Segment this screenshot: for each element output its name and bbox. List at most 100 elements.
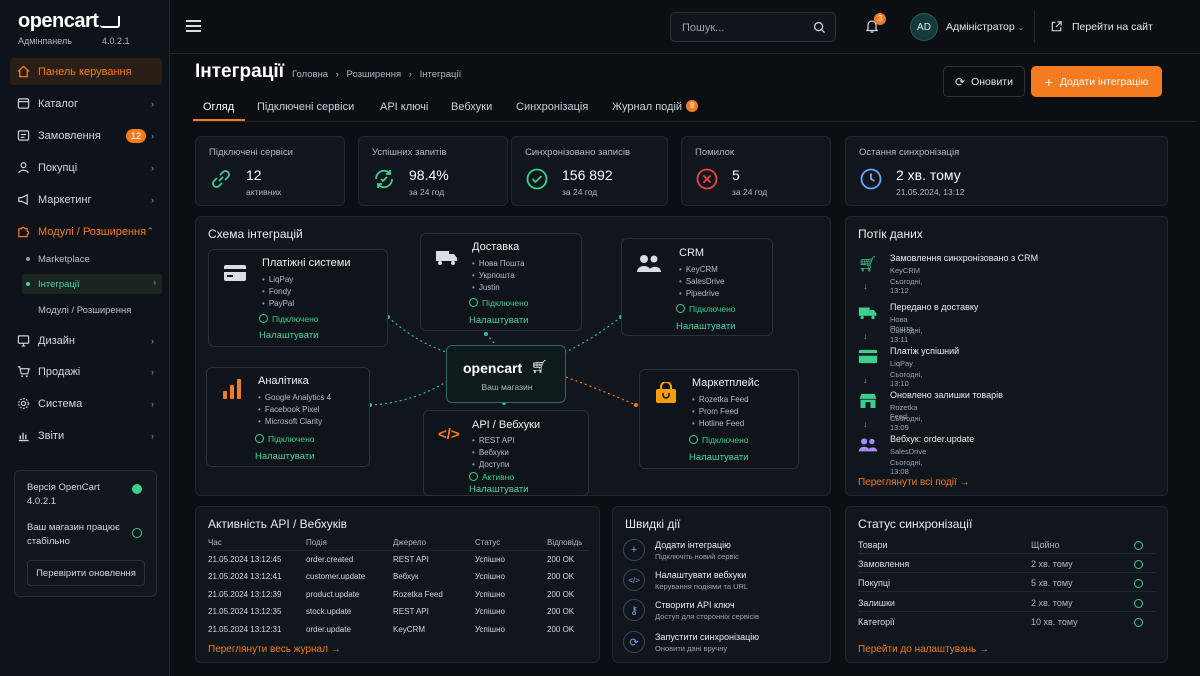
chevron-right-icon: › (153, 278, 156, 287)
breadcrumb-extensions[interactable]: Розширення (346, 69, 402, 80)
node-item: Hotline Feed (692, 419, 744, 428)
sidebar-item-dashboard[interactable]: Панель керування (10, 58, 162, 85)
divider (858, 553, 1156, 554)
node-payments[interactable]: Платіжні системи LiqPay Fondy PayPal Під… (208, 249, 388, 347)
code-icon: </> (438, 426, 460, 443)
search-icon[interactable] (813, 21, 826, 34)
sidebar-item-system[interactable]: Система › (10, 390, 162, 417)
sidebar-item-orders[interactable]: Замовлення 12 › (10, 122, 162, 149)
quick-action-api-key[interactable]: ⚷ Створити API ключ Доступ для сторонніх… (613, 598, 832, 626)
stat-card-last-sync: Остання синхронізація 2 хв. тому 21.05.2… (845, 136, 1168, 206)
chevron-down-icon: ⌄ (1017, 23, 1025, 32)
sidebar-item-catalog[interactable]: Каталог › (10, 90, 162, 117)
node-item: Microsoft Clarity (258, 417, 322, 426)
node-status: Активно (469, 471, 514, 482)
quick-action-sub: Оновити дані вручну (655, 644, 728, 653)
node-item: Укрпошта (472, 271, 515, 280)
version-value: 4.0.2.1 (27, 496, 57, 507)
activity-title: Активність API / Вебхуків (208, 517, 347, 531)
chevron-right-icon: › (151, 430, 154, 441)
quick-action-sync[interactable]: ⟳ Запустити синхронізацію Оновити дані в… (613, 630, 832, 658)
arrow-down-icon: ↓ (863, 281, 868, 291)
breadcrumb-home[interactable]: Головна (292, 69, 329, 80)
chevron-right-icon: › (151, 366, 154, 377)
bell-icon[interactable]: 3 (864, 13, 887, 37)
configure-link[interactable]: Налаштувати (689, 452, 749, 463)
api-activity-card: Активність API / Вебхуків Час Подія Джер… (195, 506, 600, 663)
refresh-icon: ⟳ (955, 74, 966, 89)
sidebar-item-design[interactable]: Дизайн › (10, 327, 162, 354)
chevron-right-icon: › (151, 98, 154, 109)
go-to-settings-link[interactable]: Перейти до налаштувань → (858, 644, 990, 655)
tab-webhooks[interactable]: Вебхуки (451, 101, 493, 113)
arrow-right-icon: → (979, 644, 990, 655)
quick-action-title: Запустити синхронізацію (655, 632, 760, 642)
quick-action-add[interactable]: + Додати інтеграцію Підключіть новий сер… (613, 538, 832, 566)
tab-api-keys[interactable]: API ключі (380, 101, 429, 113)
flow-item-title: Замовлення синхронізовано з CRM (890, 253, 1039, 263)
code-icon: </> (623, 569, 645, 591)
avatar[interactable]: AD (910, 13, 938, 41)
center-node-opencart[interactable]: opencart 🛒︎ Ваш магазин (446, 345, 566, 403)
visit-site-link[interactable]: Перейти на сайт (1050, 20, 1153, 33)
tab-overview[interactable]: Огляд (203, 101, 235, 113)
sidebar-sub-modules[interactable]: Модулі / Розширення (38, 304, 132, 316)
node-item: Prom Feed (692, 407, 739, 416)
node-analytics[interactable]: Аналітика Google Analytics 4 Facebook Pi… (206, 367, 370, 467)
check-icon (1134, 560, 1143, 569)
check-updates-button[interactable]: Перевірити оновлення (27, 560, 145, 586)
node-title: API / Вебхуки (472, 419, 541, 431)
flow-item-title: Передано в доставку (890, 302, 979, 312)
tab-log[interactable]: Журнал подій (612, 101, 683, 113)
view-log-link[interactable]: Переглянути весь журнал → (208, 644, 341, 655)
arrow-right-icon: → (959, 477, 970, 488)
configure-link[interactable]: Налаштувати (676, 321, 736, 332)
configure-link[interactable]: Налаштувати (255, 451, 315, 462)
node-api[interactable]: </> API / Вебхуки REST API Вебхуки Досту… (423, 410, 589, 496)
chevron-right-icon: › (151, 130, 154, 141)
cart-logo-icon (100, 15, 121, 28)
configure-link[interactable]: Налаштувати (259, 330, 319, 341)
sync-title: Статус синхронізації (858, 517, 973, 531)
node-crm[interactable]: CRM KeyCRM SalesDrive Pipedrive Підключе… (621, 238, 773, 336)
stat-value: 156 892 (562, 167, 613, 183)
link-icon (212, 170, 230, 188)
sidebar-item-reports[interactable]: Звіти › (10, 422, 162, 449)
sidebar-sub-marketplace[interactable]: Marketplace (22, 249, 162, 269)
brand-logo[interactable]: opencart (18, 10, 121, 33)
arrow-right-icon: → (330, 644, 341, 655)
tab-connected[interactable]: Підключені сервіси (257, 101, 355, 113)
search-input[interactable]: Пошук... (670, 12, 836, 42)
status-ok-icon (132, 528, 142, 538)
sidebar-sub-integrations[interactable]: Інтеграції › (22, 274, 162, 294)
integration-schema-card: Схема інтеграцій opencart 🛒︎ Ваш магазин… (195, 216, 831, 496)
sidebar-item-customers[interactable]: Покупці › (10, 154, 162, 181)
user-menu[interactable]: Адміністратор ⌄ (946, 21, 1025, 33)
node-delivery[interactable]: Доставка Нова Пошта Укрпошта Justin Підк… (420, 233, 582, 331)
node-item: PayPal (262, 299, 294, 308)
quick-action-title: Створити API ключ (655, 600, 735, 610)
add-integration-button[interactable]: + Додати інтеграцію (1031, 66, 1162, 97)
sidebar-item-extensions[interactable]: Модулі / Розширення ⌃ (10, 218, 162, 245)
orders-count-badge: 12 (126, 129, 147, 143)
configure-link[interactable]: Налаштувати (469, 315, 529, 326)
sidebar-item-sales[interactable]: Продажі › (10, 358, 162, 385)
tabs-divider (193, 121, 1196, 122)
view-all-events-link[interactable]: Переглянути всі події → (858, 477, 970, 488)
sidebar-item-label: Продажі (38, 365, 81, 378)
stat-label: Остання синхронізація (859, 147, 960, 158)
refresh-button[interactable]: ⟳ Оновити (943, 66, 1025, 97)
node-title: Аналітика (258, 375, 309, 387)
node-marketplace[interactable]: Маркетплейс Rozetka Feed Prom Feed Hotli… (639, 369, 799, 469)
sidebar-item-marketing[interactable]: Маркетинг › (10, 186, 162, 213)
node-title: Платіжні системи (262, 257, 351, 269)
configure-link[interactable]: Налаштувати (469, 484, 529, 495)
node-status: Підключено (259, 313, 319, 324)
page-title: Інтеграції (195, 61, 285, 82)
cart-logo-icon: 🛒︎ (531, 359, 548, 374)
menu-icon[interactable] (186, 20, 201, 32)
flow-item-time: Сьогодні, 13:10 (890, 370, 923, 388)
chevron-right-icon: › (151, 335, 154, 346)
tab-sync[interactable]: Синхронізація (516, 101, 589, 113)
quick-action-webhooks[interactable]: </> Налаштувати вебхуки Керування подіям… (613, 568, 832, 596)
